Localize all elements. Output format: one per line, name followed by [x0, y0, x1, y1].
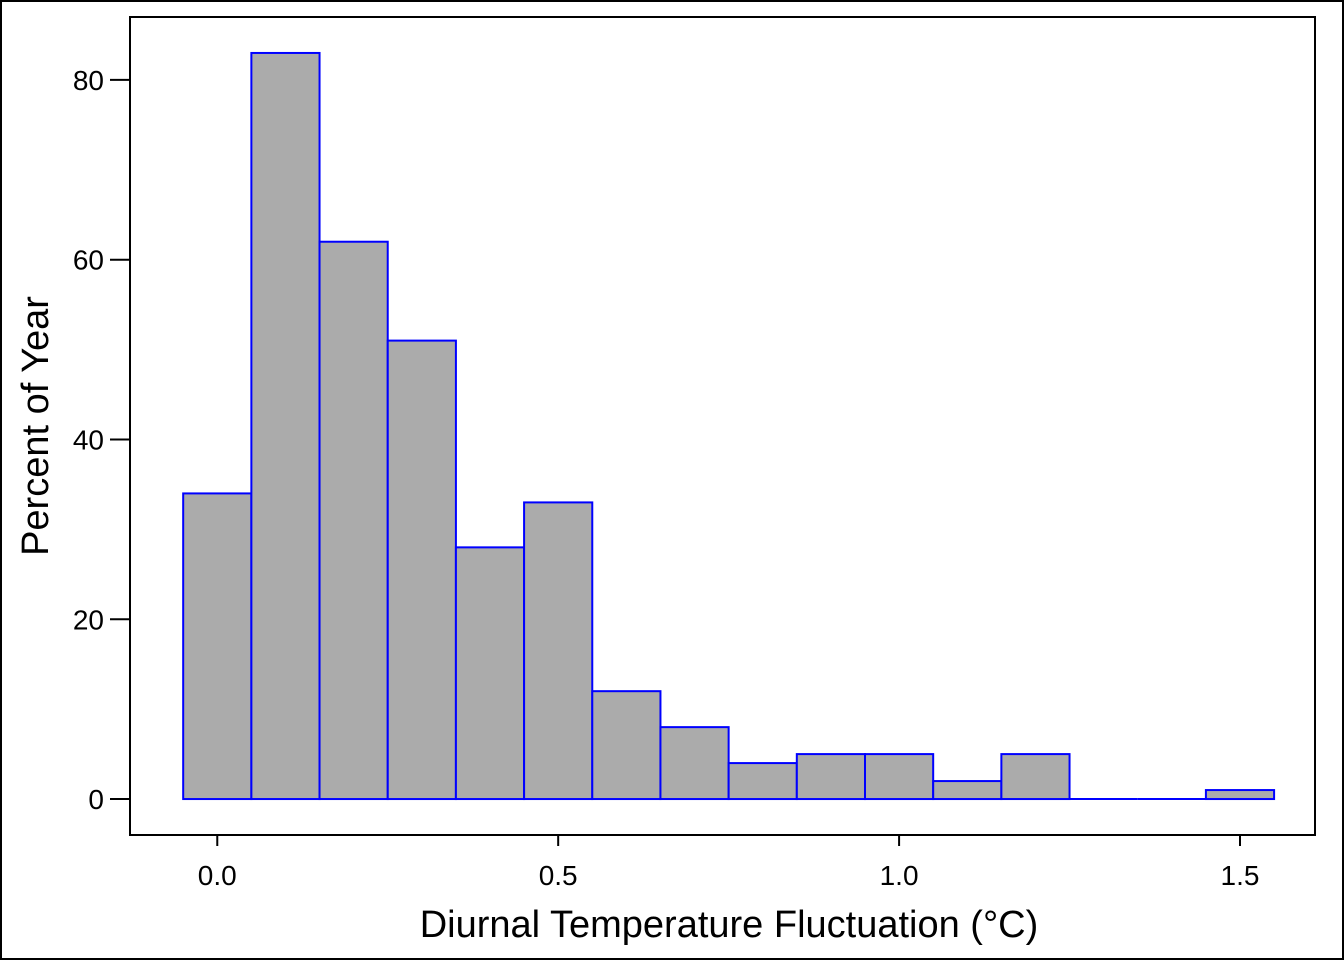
x-tick-label: 1.5 — [1221, 860, 1260, 891]
x-axis-title: Diurnal Temperature Fluctuation (°C) — [420, 904, 1039, 946]
histogram-bar — [864, 753, 935, 801]
y-axis-title: Percent of Year — [15, 296, 57, 556]
histogram-bar — [795, 753, 866, 801]
histogram-bar — [727, 762, 798, 801]
y-tick-label: 80 — [73, 65, 104, 96]
y-tick-label: 60 — [73, 245, 104, 276]
histogram-bar — [523, 501, 594, 801]
x-tick-label: 0.5 — [539, 860, 578, 891]
x-tick-label: 0.0 — [198, 860, 237, 891]
histogram-bar — [659, 726, 730, 801]
x-axis: 0.0 0.5 1.0 1.5 — [198, 835, 1260, 891]
histogram-bar — [250, 51, 321, 801]
y-tick-label: 0 — [88, 784, 104, 815]
x-tick-label: 1.0 — [880, 860, 919, 891]
histogram-bar — [1000, 753, 1071, 801]
histogram-bar — [1204, 789, 1276, 801]
y-axis: 0 20 40 60 80 — [73, 65, 130, 815]
histogram-bar — [454, 546, 526, 801]
histogram-bar — [182, 492, 253, 801]
y-tick-label: 40 — [73, 424, 104, 455]
y-tick-label: 20 — [73, 604, 104, 635]
histogram-bar — [318, 240, 389, 801]
histogram-bar — [932, 780, 1003, 801]
histogram-bar — [591, 690, 662, 801]
bars-group — [182, 51, 1276, 801]
histogram-bar — [386, 339, 457, 801]
